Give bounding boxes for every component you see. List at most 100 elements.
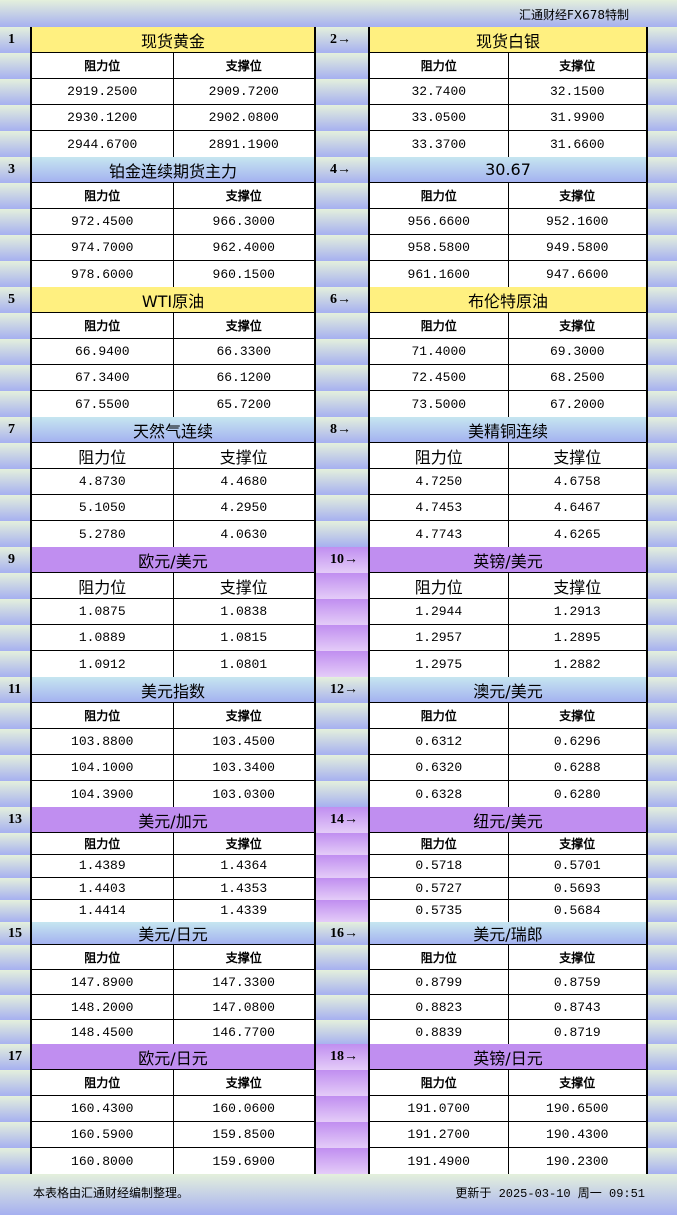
support-header: 支撑位 (559, 1076, 596, 1090)
gutter-cell-left (0, 677, 30, 703)
block-number: 15 (8, 925, 22, 941)
resistance-value: 1.2975 (370, 651, 509, 677)
gutter-cell-right (648, 183, 677, 209)
resistance-header: 阻力位 (370, 573, 509, 598)
support-value: 65.7200 (216, 396, 272, 412)
table-row: 5.2780 4.0630 (32, 521, 314, 547)
table-row: 67.5500 65.7200 (32, 391, 314, 417)
gutter-cell-middle (316, 131, 368, 157)
table-row: 978.6000 960.1500 (32, 261, 314, 287)
resistance-value: 191.4900 (370, 1148, 509, 1174)
table-row: 972.4500 966.3000 (32, 209, 314, 235)
resistance-header: 阻力位 (32, 573, 174, 598)
column-header-row: 阻力位 支撑位 (370, 183, 646, 209)
support-value: 147.0800 (212, 999, 275, 1015)
gutter-cell-right (648, 79, 677, 105)
gutter-cell-left (0, 781, 30, 807)
gutter-cell-middle (316, 899, 368, 922)
table-row: 1.0875 1.0838 (32, 599, 314, 625)
block-number: 12→ (330, 682, 358, 697)
gutter-cell-middle (316, 1044, 368, 1070)
gutter-cell-left (0, 287, 30, 313)
table-row: 104.1000 103.3400 (32, 755, 314, 781)
column-header-row: 阻力位 支撑位 (370, 703, 646, 729)
quote-table-left: 欧元/美元 阻力位 支撑位 1.0875 1.0838 1.0889 1.0815 1.091… (30, 547, 316, 677)
quote-table-right: 英镑/美元 阻力位 支撑位 1.2944 1.2913 1.2957 1.2895 1.297… (368, 547, 648, 677)
resistance-header: 阻力位 (370, 1070, 509, 1095)
resistance-value: 160.8000 (32, 1148, 174, 1174)
gutter-cell-middle (316, 833, 368, 856)
gutter-cell-right (648, 339, 677, 365)
resistance-value: 67.5500 (32, 391, 174, 417)
quote-table-left: WTI原油 阻力位 支撑位 66.9400 66.3300 67.3400 66.1200 6… (30, 287, 316, 417)
support-value: 190.2300 (546, 1153, 609, 1169)
support-value: 1.4339 (220, 903, 268, 919)
gutter-cell-middle (316, 261, 368, 287)
table-row: 33.3700 31.6600 (370, 131, 646, 157)
gutter-cell-right (648, 1070, 677, 1096)
column-header-row: 阻力位 支撑位 (32, 313, 314, 339)
support-value: 1.4353 (220, 880, 268, 896)
support-value: 2891.1900 (208, 136, 279, 152)
table-row: 72.4500 68.2500 (370, 365, 646, 391)
support-value: 67.2000 (549, 396, 605, 412)
column-header-row: 阻力位 支撑位 (32, 183, 314, 209)
gutter-cell-left (0, 183, 30, 209)
quote-table-left: 美元/加元 阻力位 支撑位 1.4389 1.4364 1.4403 1.4353 1.441… (30, 807, 316, 922)
gutter-cell-right (648, 1096, 677, 1122)
resistance-header: 阻力位 (370, 443, 509, 468)
resistance-value: 1.4403 (32, 877, 174, 899)
table-row: 0.6328 0.6280 (370, 781, 646, 807)
column-header-row: 阻力位 支撑位 (32, 573, 314, 599)
support-value: 4.6467 (553, 500, 601, 515)
gutter-cell-left (0, 1044, 30, 1070)
instrument-title: 欧元/美元 (32, 547, 314, 573)
gutter-cell-left (0, 365, 30, 391)
gutter-cell-right (648, 235, 677, 261)
resistance-value: 0.6320 (370, 755, 509, 780)
gutter-cell-left (0, 877, 30, 900)
column-header-row: 阻力位 支撑位 (370, 443, 646, 469)
gutter-cell-left (0, 855, 30, 878)
resistance-value: 961.1600 (370, 261, 509, 287)
gutter-cell-left (0, 807, 30, 833)
gutter-cell-left (0, 547, 30, 573)
support-value: 103.0300 (212, 786, 275, 802)
gutter-cell-right (648, 729, 677, 755)
gutter-cell-left (0, 703, 30, 729)
support-value: 1.0815 (220, 630, 268, 645)
column-header-row: 阻力位 支撑位 (370, 53, 646, 79)
gutter-cell-right (648, 131, 677, 157)
gutter-cell-left (0, 599, 30, 625)
gutter-cell-middle (316, 1020, 368, 1045)
quote-table-left: 美元指数 阻力位 支撑位 103.8800 103.4500 104.1000 103.34… (30, 677, 316, 807)
resistance-value: 1.0889 (32, 625, 174, 650)
resistance-value: 0.6312 (370, 729, 509, 754)
table-row: 191.4900 190.2300 (370, 1148, 646, 1174)
table-row: 67.3400 66.1200 (32, 365, 314, 391)
quote-table-right: 现货白银 阻力位 支撑位 32.7400 32.1500 33.0500 31.9900 33… (368, 27, 648, 157)
gutter-cell-right (648, 755, 677, 781)
gutter-cell-middle (316, 547, 368, 573)
gutter-cell-right (648, 469, 677, 495)
column-header-row: 阻力位 支撑位 (32, 833, 314, 856)
gutter-cell-left (0, 945, 30, 970)
support-value: 0.6296 (553, 734, 601, 749)
resistance-header: 阻力位 (32, 703, 174, 728)
gutter-cell-right (648, 703, 677, 729)
gutter-cell-middle (316, 313, 368, 339)
gutter-cell-middle (316, 1122, 368, 1148)
quote-table-left: 天然气连续 阻力位 支撑位 4.8730 4.4680 5.1050 4.2950 5.278… (30, 417, 316, 547)
resistance-value: 104.3900 (32, 781, 174, 807)
support-value: 0.8759 (553, 974, 601, 990)
resistance-value: 148.4500 (32, 1020, 174, 1045)
gutter-cell-right (648, 27, 677, 53)
gutter-cell-right (648, 53, 677, 79)
table-row: 974.7000 962.4000 (32, 235, 314, 261)
table-row: 0.8799 0.8759 (370, 970, 646, 995)
support-value: 1.0801 (220, 656, 268, 672)
support-value: 966.3000 (212, 214, 275, 229)
table-row: 956.6600 952.1600 (370, 209, 646, 235)
support-value: 160.0600 (212, 1101, 275, 1116)
support-header: 支撑位 (225, 189, 262, 203)
